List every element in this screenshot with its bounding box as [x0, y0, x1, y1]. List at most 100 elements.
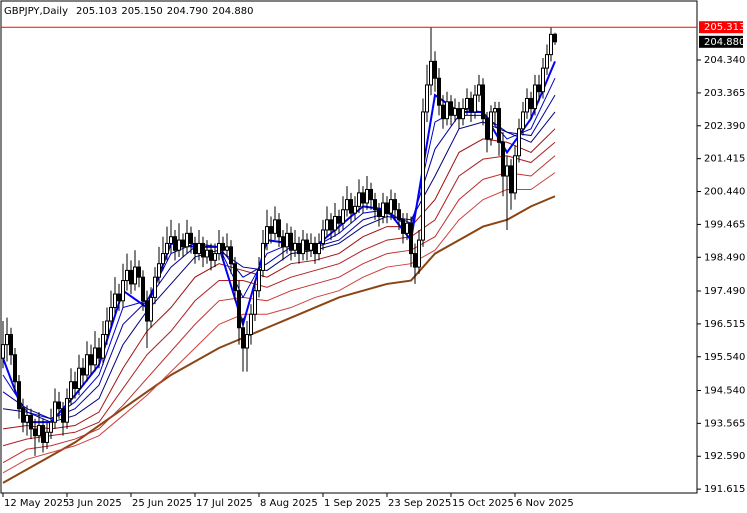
- candle-body: [481, 84, 485, 120]
- candle-body: [541, 67, 545, 93]
- x-tick-label: 25 Jun 2025: [132, 498, 192, 509]
- candle-body: [289, 232, 293, 251]
- candle-body: [177, 239, 181, 251]
- bid-label-box: [699, 35, 743, 48]
- candle-body: [229, 246, 233, 265]
- candle-body: [429, 60, 433, 86]
- candle-body: [105, 320, 109, 336]
- candle-body: [517, 128, 521, 157]
- candle-body: [553, 33, 557, 43]
- candle-body: [537, 84, 541, 93]
- candle-body: [521, 111, 525, 130]
- candle-body: [461, 108, 465, 120]
- candle-body: [85, 354, 89, 376]
- candle-body: [277, 219, 281, 238]
- moving-average: [2, 141, 556, 447]
- candle-body: [233, 263, 237, 292]
- candle-body: [21, 408, 25, 423]
- candle-body: [141, 276, 145, 302]
- candle-body: [53, 401, 57, 423]
- candle-body: [513, 155, 517, 194]
- candle-body: [445, 101, 449, 120]
- candle-body: [237, 290, 241, 329]
- candle-body: [209, 249, 213, 261]
- candle-body: [93, 347, 97, 366]
- y-tick-label: 193.565: [704, 418, 745, 429]
- y-tick-label: 199.465: [704, 219, 745, 230]
- moving-average: [2, 155, 556, 464]
- candle-body: [17, 381, 21, 410]
- candle-body: [77, 367, 81, 389]
- candle-body: [181, 239, 185, 248]
- y-tick-label: 201.415: [704, 154, 745, 165]
- candle-body: [65, 398, 69, 423]
- y-tick-label: 200.440: [704, 187, 745, 198]
- candle-body: [525, 97, 529, 113]
- candle-body: [5, 334, 9, 346]
- candle-body: [173, 236, 177, 251]
- candle-body: [201, 242, 205, 258]
- candle-body: [333, 215, 337, 231]
- candle-body: [257, 269, 261, 292]
- y-tick-label: 197.490: [704, 286, 745, 297]
- plot-frame: [0, 0, 698, 494]
- candle-body: [117, 293, 121, 302]
- candle-body: [145, 300, 149, 322]
- candle-body: [457, 108, 461, 120]
- y-tick-label: 198.490: [704, 252, 745, 263]
- candle-body: [37, 425, 41, 437]
- candle-body: [453, 108, 457, 116]
- candle-body: [241, 327, 245, 349]
- candle-body: [113, 293, 117, 309]
- quote-value: 205.150: [121, 6, 162, 17]
- candle-body: [357, 192, 361, 207]
- candle-body: [425, 84, 429, 113]
- candle-body: [253, 290, 257, 315]
- y-tick-label: 202.390: [704, 121, 745, 132]
- candle-body: [137, 266, 141, 278]
- candle-body: [417, 239, 421, 268]
- candle-body: [301, 239, 305, 255]
- candle-body: [409, 222, 413, 255]
- candle-body: [505, 165, 509, 177]
- x-tick-label: 6 Nov 2025: [516, 498, 574, 509]
- candle-body: [529, 97, 533, 110]
- candle-body: [193, 242, 197, 255]
- candle-body: [473, 94, 477, 113]
- candle-body: [349, 199, 353, 214]
- quote-value: 205.103: [76, 6, 117, 17]
- candle-body: [337, 215, 341, 224]
- candle-body: [261, 242, 265, 271]
- ask-label: 205.313: [704, 22, 745, 33]
- candle-body: [381, 202, 385, 217]
- chart-title: GBPJPY,Daily: [4, 6, 68, 17]
- candle-body: [413, 253, 417, 268]
- candle-body: [281, 236, 285, 248]
- candle-body: [45, 431, 49, 443]
- x-tick-label: 12 May 2025: [4, 498, 69, 509]
- candle-body: [449, 101, 453, 116]
- moving-average: [2, 195, 556, 484]
- candle-body: [273, 219, 277, 234]
- candle-body: [345, 199, 349, 211]
- candle-body: [221, 242, 225, 251]
- candle-body: [297, 242, 301, 255]
- candle-body: [361, 192, 365, 204]
- candle-body: [477, 84, 481, 96]
- candle-body: [217, 242, 221, 255]
- quote-value: 204.790: [167, 6, 208, 17]
- y-tick-label: 195.540: [704, 352, 745, 363]
- candle-body: [293, 242, 297, 251]
- y-tick-label: 203.365: [704, 88, 745, 99]
- candle-body: [493, 108, 497, 113]
- candle-body: [97, 347, 101, 359]
- ask-label-box: [699, 21, 743, 34]
- candle-body: [149, 296, 153, 322]
- candle-body: [165, 242, 169, 255]
- candle-body: [41, 425, 45, 443]
- candle-body: [197, 242, 201, 255]
- candle-body: [225, 246, 229, 251]
- candle-body: [501, 141, 505, 177]
- candle-body: [329, 219, 333, 231]
